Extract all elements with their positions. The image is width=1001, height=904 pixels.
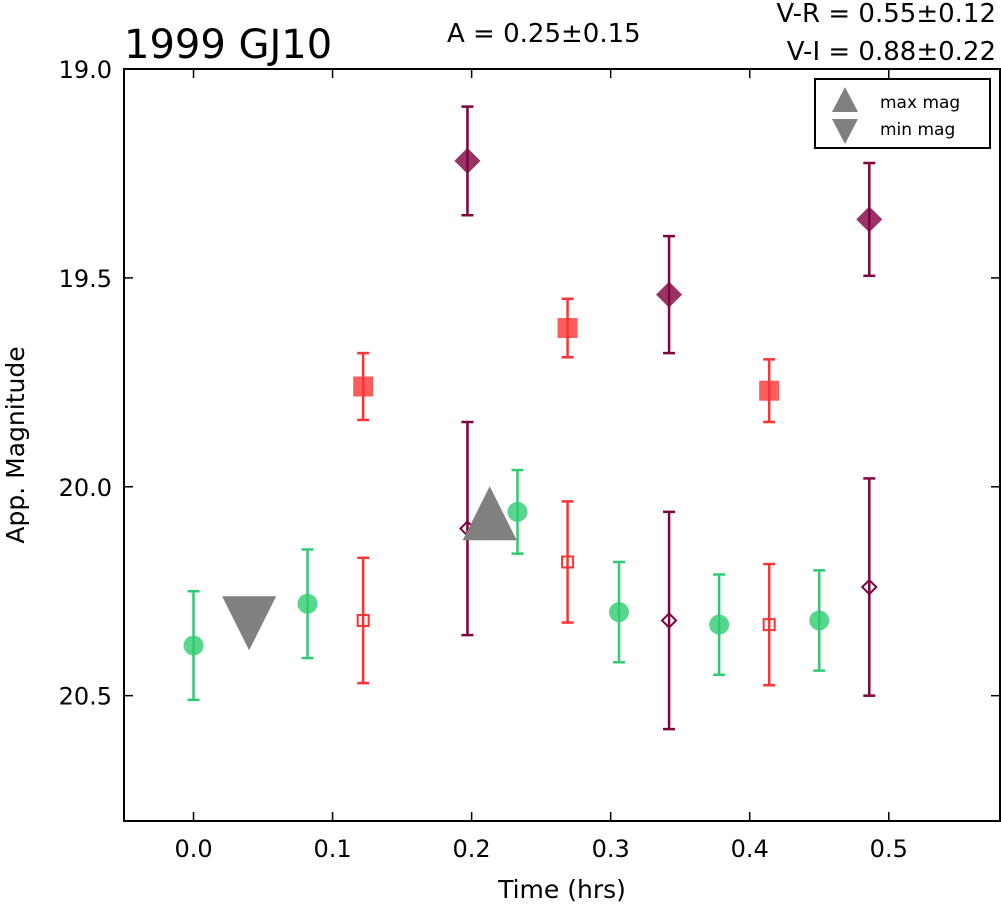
x-tick-label: 0.1	[313, 835, 351, 863]
data-point	[709, 573, 730, 677]
x-tick-label: 0.5	[870, 835, 908, 863]
circle-marker	[709, 614, 730, 635]
data-point	[656, 234, 683, 355]
x-tick-label: 0.3	[592, 835, 630, 863]
triangle-down-marker	[222, 596, 277, 651]
circle-marker	[183, 635, 204, 656]
diamond-marker	[454, 147, 481, 174]
square-marker	[557, 318, 578, 339]
square-marker	[561, 555, 575, 569]
data-marks	[183, 105, 883, 731]
data-point	[860, 477, 878, 697]
data-point	[609, 560, 630, 664]
data-point	[454, 105, 481, 217]
diamond-marker	[856, 206, 883, 233]
chart-title: 1999 GJ10	[124, 22, 332, 68]
data-point	[353, 351, 374, 422]
y-tick-label: 19.0	[59, 56, 112, 84]
square-marker	[759, 380, 780, 401]
diamond-marker	[860, 578, 878, 596]
data-point	[856, 161, 883, 278]
data-point	[507, 468, 528, 555]
data-point	[183, 589, 204, 702]
data-point	[557, 297, 578, 359]
y-tick-label: 20.5	[59, 683, 112, 711]
plot-frame	[123, 68, 1001, 822]
legend: max mag min mag	[814, 78, 991, 149]
v-r-annotation: V-R = 0.55±0.12	[776, 0, 996, 29]
y-tick-label: 20.0	[59, 474, 112, 502]
data-point	[762, 562, 776, 687]
diamond-marker	[660, 612, 678, 629]
legend-triangle-up-marker	[832, 87, 858, 112]
v-i-annotation: V-I = 0.88±0.22	[787, 37, 996, 67]
x-tick-label: 0.2	[453, 835, 491, 863]
amplitude-annotation: A = 0.25±0.15	[447, 19, 641, 49]
circle-marker	[297, 593, 318, 614]
x-tick-label: 0.4	[731, 835, 769, 863]
y-tick-label: 19.5	[59, 265, 112, 293]
data-point	[356, 556, 370, 685]
data-point	[561, 500, 575, 624]
axis-ticks: 0.0 0.1 0.2 0.3 0.4 0.5 19.0 19.5 20.0 20.5	[59, 56, 1000, 863]
legend-label: max mag	[880, 93, 960, 113]
circle-marker	[609, 602, 630, 623]
circle-marker	[809, 610, 830, 631]
data-point	[462, 486, 517, 541]
data-point	[297, 548, 318, 660]
triangle-up-marker	[462, 486, 517, 541]
data-point	[809, 569, 830, 672]
x-tick-label: 0.0	[174, 835, 212, 863]
data-point	[660, 510, 678, 731]
data-point	[222, 596, 277, 651]
square-marker	[353, 376, 374, 397]
legend-label: min mag	[880, 120, 955, 140]
x-axis-label: Time (hrs)	[497, 875, 626, 904]
square-marker	[356, 613, 370, 627]
square-marker	[762, 618, 776, 632]
circle-marker	[507, 501, 528, 522]
diamond-marker	[656, 281, 683, 308]
legend-triangle-down-marker	[832, 119, 858, 144]
y-axis-label: App. Magnitude	[1, 346, 30, 543]
data-point	[759, 358, 780, 424]
